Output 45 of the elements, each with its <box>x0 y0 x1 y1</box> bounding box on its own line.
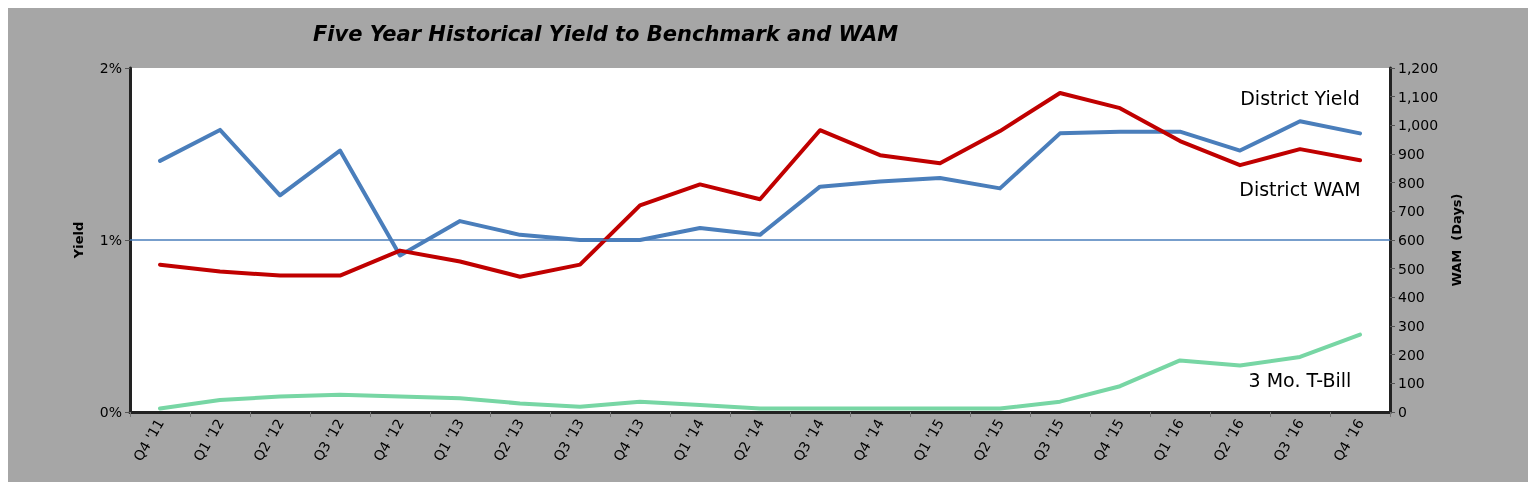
x-tick-label: Q3 '13 <box>550 416 587 464</box>
y2-tick-label: 700 <box>1398 203 1425 220</box>
series-label: District Yield <box>1240 86 1360 109</box>
x-tick-label: Q4 '12 <box>370 416 407 464</box>
x-tick-label: Q3 '15 <box>1030 416 1067 464</box>
y2-tick-label: 100 <box>1398 375 1425 392</box>
x-tick-label: Q4 '14 <box>850 415 887 464</box>
y2-tick-label: 800 <box>1398 174 1425 191</box>
y2-tick-label: 1,100 <box>1398 88 1439 105</box>
series-label: District WAM <box>1239 177 1361 200</box>
x-tick-label: Q1 '13 <box>430 416 467 464</box>
y-tick-label: 1% <box>99 232 122 248</box>
y-axis-title: Yield <box>71 221 86 260</box>
y2-tick-label: 300 <box>1398 318 1425 334</box>
x-tick-label: Q2 '14 <box>730 415 767 464</box>
x-tick-label: Q2 '13 <box>490 416 527 464</box>
y2-tick-label: 200 <box>1398 346 1425 363</box>
y2-axis-title: WAM (Days) <box>1449 193 1464 287</box>
y2-tick-label: 500 <box>1398 260 1425 277</box>
x-tick-label: Q4 '11 <box>130 416 167 464</box>
x-tick-label: Q4 '13 <box>610 416 647 464</box>
line-series <box>158 90 1362 279</box>
x-tick-label: Q1 '15 <box>910 416 947 464</box>
x-tick-label: Q4 '15 <box>1090 416 1127 464</box>
y-tick-label: 2% <box>99 60 122 76</box>
x-tick-label: Q3 '12 <box>310 416 347 464</box>
y2-tick-label: 0 <box>1398 404 1407 420</box>
y2-tick-label: 600 <box>1398 232 1425 248</box>
y2-tick-label: 1,200 <box>1398 60 1439 76</box>
y2-tick-label: 400 <box>1398 289 1425 306</box>
x-tick-label: Q1 '12 <box>190 416 227 464</box>
x-tick-label: Q3 '16 <box>1270 415 1307 464</box>
x-tick-label: Q1 '16 <box>1150 415 1187 464</box>
chart-title: Five Year Historical Yield to Benchmark and WAM <box>313 21 899 46</box>
line-series <box>158 332 1362 411</box>
x-tick-label: Q3 '14 <box>790 415 827 464</box>
y2-tick-label: 1,000 <box>1398 117 1439 134</box>
x-tick-label: Q2 '16 <box>1210 415 1247 464</box>
y2-tick-label: 900 <box>1398 146 1425 162</box>
x-tick-label: Q1 '14 <box>670 415 707 464</box>
y-tick-label: 0% <box>99 404 122 420</box>
x-tick-label: Q2 '15 <box>970 416 1007 464</box>
series-label: 3 Mo. T-Bill <box>1248 369 1352 392</box>
x-tick-label: Q4 '16 <box>1330 415 1367 464</box>
x-tick-label: Q2 '12 <box>250 416 287 464</box>
